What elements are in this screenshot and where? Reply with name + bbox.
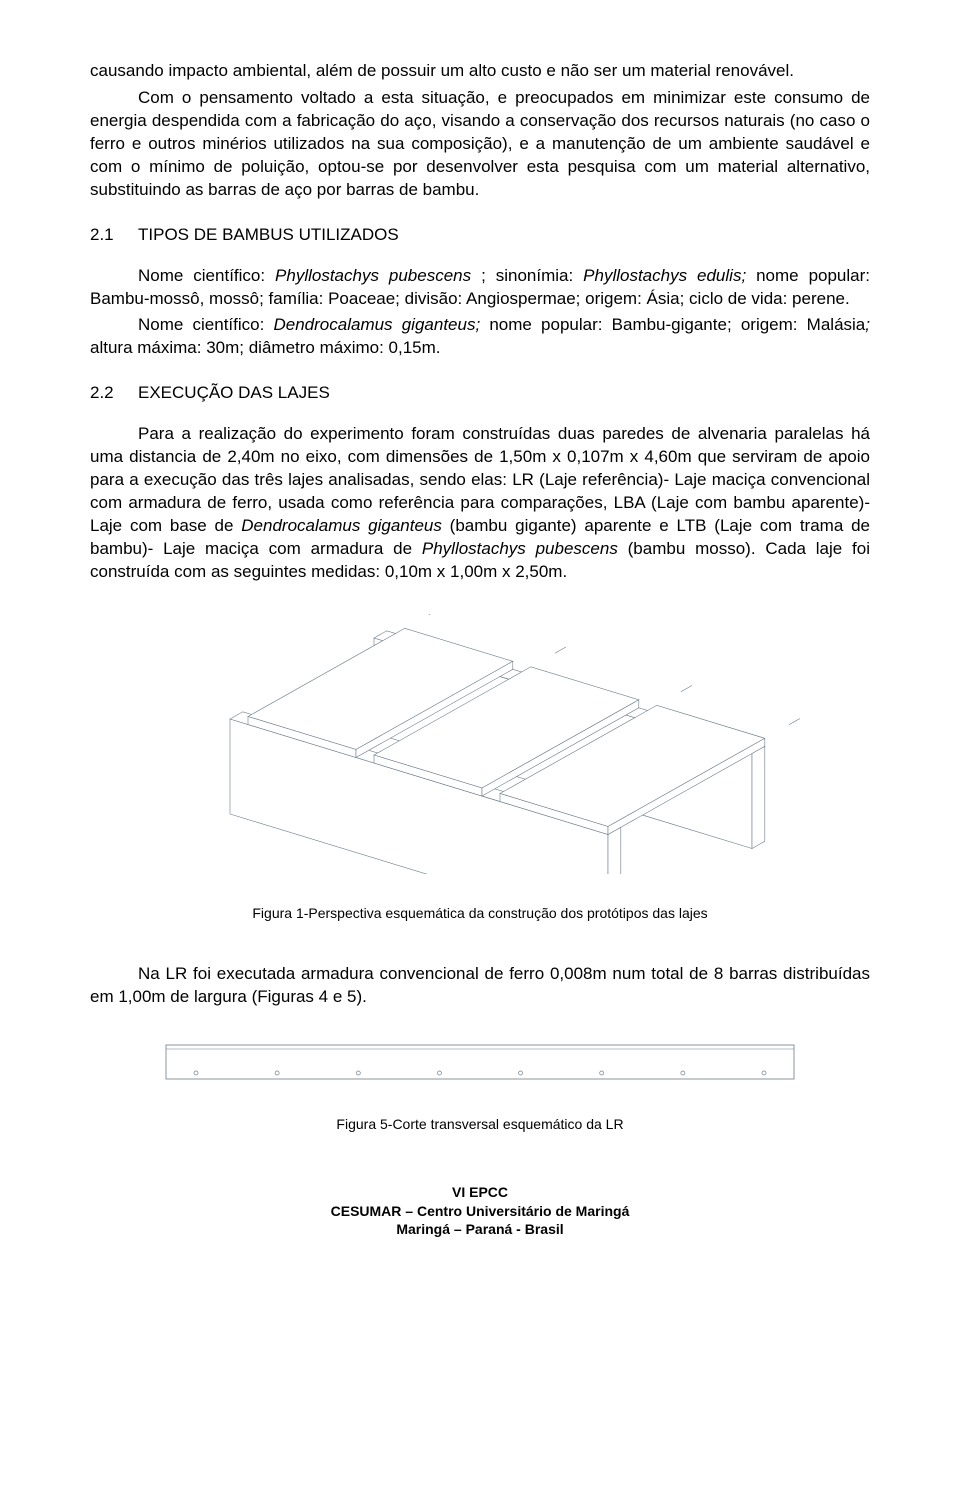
section-number: 2.2: [90, 382, 138, 405]
section-2-2-heading: 2.2EXECUÇÃO DAS LAJES: [90, 382, 870, 405]
figure-5-caption: Figura 5-Corte transversal esquemático d…: [90, 1115, 870, 1134]
figure-1-isometric: [90, 614, 870, 874]
species-dendrocalamus-giganteus: Dendrocalamus giganteus;: [274, 315, 481, 334]
section-2-1-heading: 2.1TIPOS DE BAMBUS UTILIZADOS: [90, 224, 870, 247]
footer-line-event: VI EPCC: [90, 1183, 870, 1201]
species-dendrocalamus-giganteus: Dendrocalamus giganteus: [241, 516, 442, 535]
footer-line-institution: CESUMAR – Centro Universitário de Maring…: [90, 1202, 870, 1220]
page-footer: VI EPCC CESUMAR – Centro Universitário d…: [90, 1183, 870, 1238]
species-phyllostachys-pubescens: Phyllostachys pubescens: [422, 539, 618, 558]
species-phyllostachys-pubescens: Phyllostachys pubescens: [275, 266, 471, 285]
paragraph-lr-rebar: Na LR foi executada armadura convenciona…: [90, 963, 870, 1009]
paragraph-intro-cont: causando impacto ambiental, além de poss…: [90, 60, 870, 83]
paragraph-slab-execution: Para a realização do experimento foram c…: [90, 423, 870, 584]
isometric-drawing: [160, 614, 800, 874]
section-number: 2.1: [90, 224, 138, 247]
cross-section-drawing: [160, 1039, 800, 1085]
section-title: TIPOS DE BAMBUS UTILIZADOS: [138, 225, 399, 244]
paragraph-bamboo-type-1: Nome científico: Phyllostachys pubescens…: [90, 265, 870, 311]
paragraph-motivation: Com o pensamento voltado a esta situação…: [90, 87, 870, 202]
footer-line-location: Maringá – Paraná - Brasil: [90, 1220, 870, 1238]
figure-1-caption: Figura 1-Perspectiva esquemática da cons…: [90, 904, 870, 923]
figure-5-cross-section: [90, 1039, 870, 1085]
section-title: EXECUÇÃO DAS LAJES: [138, 383, 330, 402]
paragraph-bamboo-type-2: Nome científico: Dendrocalamus giganteus…: [90, 314, 870, 360]
species-phyllostachys-edulis: Phyllostachys edulis;: [583, 266, 746, 285]
